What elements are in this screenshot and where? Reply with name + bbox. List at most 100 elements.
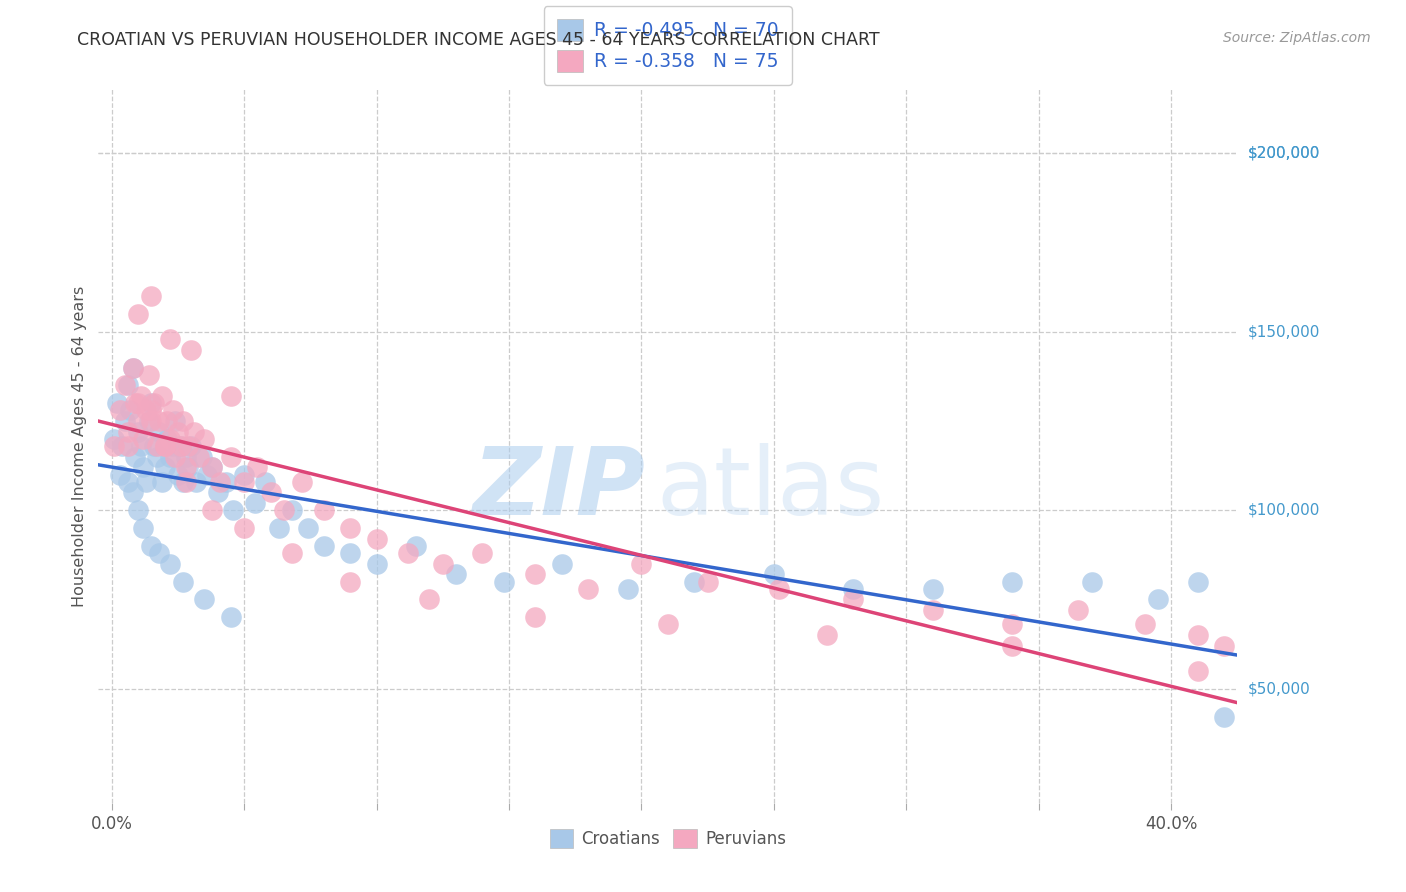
- Point: [105, 396, 128, 410]
- Point: [297, 521, 319, 535]
- Point: [1146, 592, 1168, 607]
- Point: [201, 460, 224, 475]
- Point: [120, 403, 142, 417]
- Point: [156, 414, 179, 428]
- Point: [153, 439, 176, 453]
- Point: [1187, 664, 1209, 678]
- Point: [1133, 617, 1156, 632]
- Point: [162, 403, 184, 417]
- Point: [291, 475, 314, 489]
- Point: [193, 432, 215, 446]
- Point: [114, 378, 136, 392]
- Y-axis label: Householder Income Ages 45 - 64 years: Householder Income Ages 45 - 64 years: [72, 285, 87, 607]
- Point: [127, 414, 149, 428]
- Point: [214, 475, 236, 489]
- Point: [1213, 710, 1236, 724]
- Point: [233, 467, 256, 482]
- Point: [174, 460, 197, 475]
- Point: [1187, 574, 1209, 589]
- Point: [524, 567, 547, 582]
- Point: [177, 460, 200, 475]
- Point: [177, 439, 200, 453]
- Point: [174, 475, 197, 489]
- Point: [418, 592, 440, 607]
- Point: [366, 532, 388, 546]
- Point: [141, 414, 163, 428]
- Point: [132, 432, 155, 446]
- Point: [630, 557, 652, 571]
- Point: [138, 414, 160, 428]
- Point: [172, 414, 194, 428]
- Point: [129, 439, 152, 453]
- Text: $100,000: $100,000: [1249, 503, 1320, 517]
- Point: [180, 439, 202, 453]
- Text: CROATIAN VS PERUVIAN HOUSEHOLDER INCOME AGES 45 - 64 YEARS CORRELATION CHART: CROATIAN VS PERUVIAN HOUSEHOLDER INCOME …: [77, 31, 880, 49]
- Point: [657, 617, 679, 632]
- Point: [273, 503, 295, 517]
- Point: [471, 546, 494, 560]
- Point: [246, 460, 269, 475]
- Point: [190, 450, 212, 464]
- Point: [339, 546, 361, 560]
- Point: [162, 439, 184, 453]
- Point: [842, 592, 865, 607]
- Point: [169, 439, 191, 453]
- Point: [444, 567, 467, 582]
- Point: [207, 485, 229, 500]
- Point: [617, 582, 640, 596]
- Point: [921, 603, 943, 617]
- Point: [159, 557, 181, 571]
- Point: [129, 389, 152, 403]
- Point: [135, 475, 157, 489]
- Point: [148, 425, 170, 439]
- Point: [815, 628, 838, 642]
- Point: [842, 582, 865, 596]
- Point: [138, 368, 160, 382]
- Point: [219, 610, 242, 624]
- Point: [124, 396, 146, 410]
- Point: [201, 460, 224, 475]
- Point: [762, 567, 785, 582]
- Point: [117, 475, 139, 489]
- Point: [366, 557, 388, 571]
- Point: [167, 425, 190, 439]
- Point: [172, 475, 194, 489]
- Point: [243, 496, 266, 510]
- Point: [180, 343, 202, 357]
- Point: [1001, 617, 1024, 632]
- Point: [281, 503, 304, 517]
- Point: [172, 574, 194, 589]
- Point: [259, 485, 281, 500]
- Point: [193, 592, 215, 607]
- Point: [312, 503, 335, 517]
- Point: [183, 425, 205, 439]
- Point: [524, 610, 547, 624]
- Point: [150, 475, 173, 489]
- Point: [141, 403, 163, 417]
- Point: [159, 332, 181, 346]
- Point: [159, 450, 181, 464]
- Point: [148, 546, 170, 560]
- Point: [150, 389, 173, 403]
- Point: [186, 475, 208, 489]
- Point: [576, 582, 599, 596]
- Point: [492, 574, 515, 589]
- Point: [111, 439, 134, 453]
- Point: [1001, 574, 1024, 589]
- Point: [768, 582, 790, 596]
- Text: atlas: atlas: [657, 442, 884, 535]
- Legend: Croatians, Peruvians: Croatians, Peruvians: [543, 822, 793, 855]
- Point: [165, 414, 187, 428]
- Text: $200,000: $200,000: [1249, 146, 1320, 161]
- Point: [156, 432, 179, 446]
- Point: [132, 460, 155, 475]
- Point: [551, 557, 574, 571]
- Point: [188, 450, 211, 464]
- Point: [108, 403, 131, 417]
- Point: [165, 450, 187, 464]
- Point: [683, 574, 706, 589]
- Point: [339, 574, 361, 589]
- Point: [153, 439, 176, 453]
- Point: [312, 539, 335, 553]
- Point: [921, 582, 943, 596]
